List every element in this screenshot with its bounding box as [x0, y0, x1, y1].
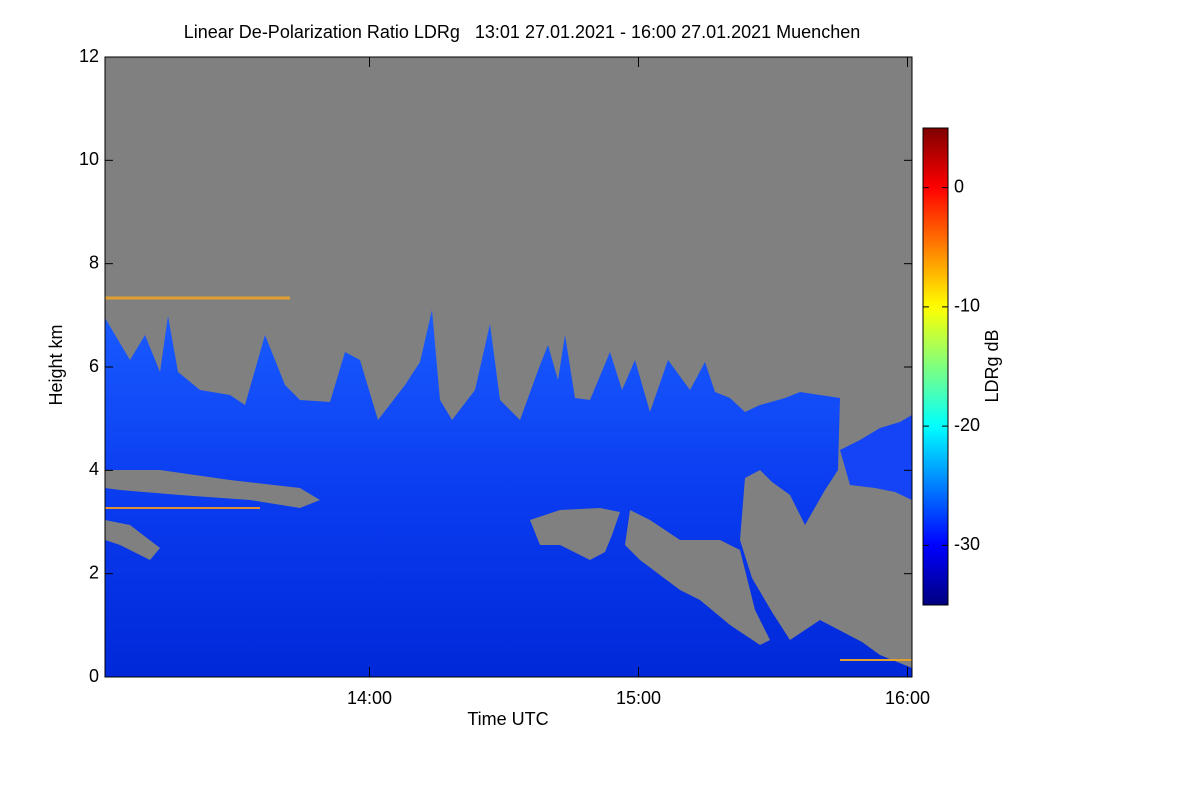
clear-gap — [625, 510, 770, 645]
colorbar-label: LDRg dB — [982, 329, 1002, 402]
x-tick-label: 14:00 — [347, 688, 392, 708]
y-tick-label: 10 — [79, 149, 99, 169]
colorbar-tick-label: -10 — [954, 296, 980, 316]
clear-gap — [105, 520, 160, 560]
x-tick-label: 16:00 — [885, 688, 930, 708]
y-tick-label: 12 — [79, 46, 99, 66]
y-tick-label: 8 — [89, 252, 99, 272]
y-tick-label: 4 — [89, 459, 99, 479]
clear-gap — [760, 500, 912, 640]
colorbar-tick-label: 0 — [954, 176, 964, 196]
colorbar-tick-label: -30 — [954, 534, 980, 554]
x-tick-label: 15:00 — [616, 688, 661, 708]
y-tick-label: 2 — [89, 562, 99, 582]
cloud-strip — [840, 415, 912, 500]
colorbar-tick-label: -20 — [954, 415, 980, 435]
chart-title: Linear De-Polarization Ratio LDRg 13:01 … — [184, 22, 860, 42]
y-tick-label: 0 — [89, 666, 99, 686]
y-axis-label: Height km — [46, 324, 66, 405]
x-axis-label: Time UTC — [467, 709, 548, 729]
y-tick-label: 6 — [89, 356, 99, 376]
plot-area — [104, 56, 913, 678]
colorbar — [922, 127, 949, 606]
clear-gap — [530, 508, 620, 560]
clear-gap — [105, 470, 320, 508]
